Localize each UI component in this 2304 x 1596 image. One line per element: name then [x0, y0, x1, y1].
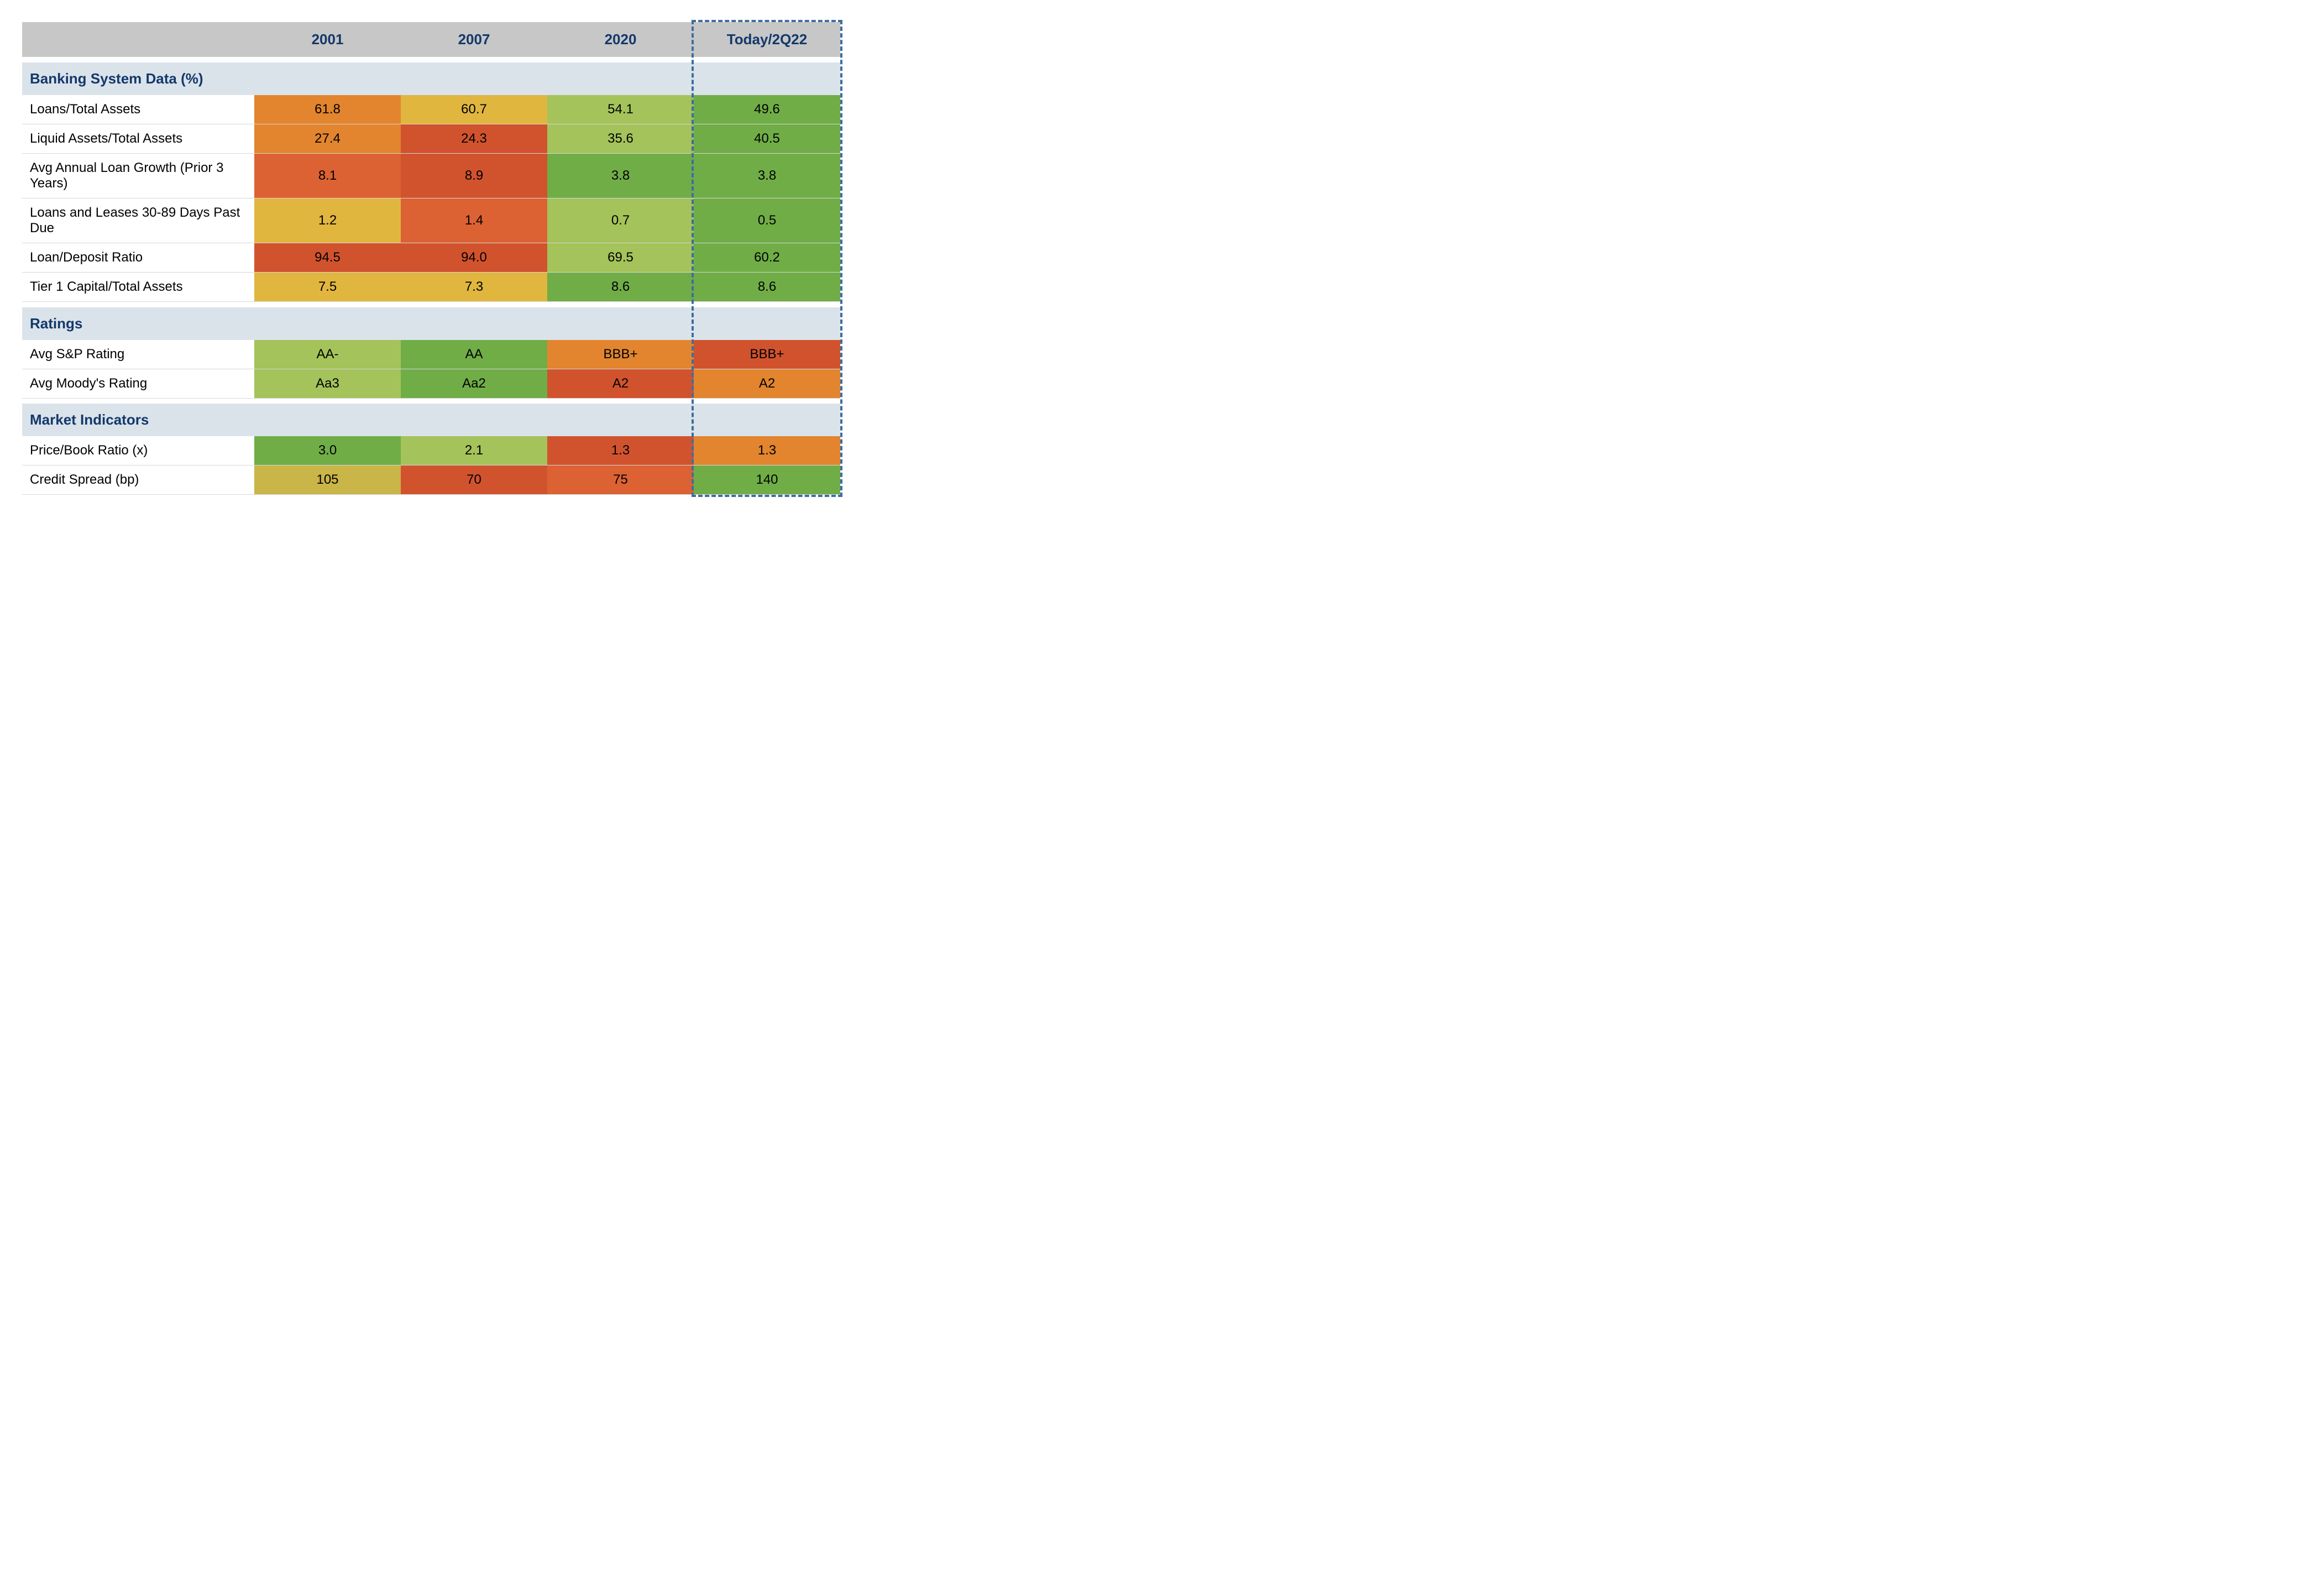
- section-gap: [22, 398, 840, 404]
- data-cell: A2: [694, 369, 840, 398]
- section-header-row: Ratings: [22, 307, 840, 340]
- table-row: Tier 1 Capital/Total Assets7.57.38.68.6: [22, 273, 840, 302]
- data-cell: 54.1: [547, 95, 694, 124]
- data-cell: BBB+: [694, 340, 840, 369]
- data-cell: 7.3: [401, 273, 547, 302]
- heatmap-table: 2001 2007 2020 Today/2Q22 Banking System…: [22, 22, 840, 495]
- section-title: Market Indicators: [22, 404, 840, 436]
- data-cell: 61.8: [254, 95, 401, 124]
- data-cell: 40.5: [694, 124, 840, 154]
- data-cell: 70: [401, 465, 547, 495]
- data-cell: 69.5: [547, 243, 694, 273]
- data-cell: 49.6: [694, 95, 840, 124]
- row-label: Loans and Leases 30-89 Days Past Due: [22, 198, 254, 243]
- row-label: Avg S&P Rating: [22, 340, 254, 369]
- data-cell: BBB+: [547, 340, 694, 369]
- table-row: Avg S&P RatingAA-AABBB+BBB+: [22, 340, 840, 369]
- data-cell: A2: [547, 369, 694, 398]
- data-cell: 27.4: [254, 124, 401, 154]
- table-row: Loans and Leases 30-89 Days Past Due1.21…: [22, 198, 840, 243]
- column-header: 2001: [254, 22, 401, 57]
- row-label: Avg Annual Loan Growth (Prior 3 Years): [22, 154, 254, 198]
- data-cell: AA: [401, 340, 547, 369]
- data-cell: 1.4: [401, 198, 547, 243]
- column-header-row: 2001 2007 2020 Today/2Q22: [22, 22, 840, 57]
- table-row: Loans/Total Assets61.860.754.149.6: [22, 95, 840, 124]
- table-row: Price/Book Ratio (x)3.02.11.31.3: [22, 436, 840, 465]
- row-label: Avg Moody's Rating: [22, 369, 254, 398]
- data-cell: 60.2: [694, 243, 840, 273]
- data-cell: 35.6: [547, 124, 694, 154]
- data-cell: 75: [547, 465, 694, 495]
- data-cell: 24.3: [401, 124, 547, 154]
- data-cell: 2.1: [401, 436, 547, 465]
- data-cell: Aa2: [401, 369, 547, 398]
- row-label: Credit Spread (bp): [22, 465, 254, 495]
- data-cell: 140: [694, 465, 840, 495]
- heatmap-table-container: 2001 2007 2020 Today/2Q22 Banking System…: [22, 22, 840, 495]
- data-cell: 8.6: [547, 273, 694, 302]
- row-label: Tier 1 Capital/Total Assets: [22, 273, 254, 302]
- row-label: Loan/Deposit Ratio: [22, 243, 254, 273]
- column-header: 2020: [547, 22, 694, 57]
- table-row: Loan/Deposit Ratio94.594.069.560.2: [22, 243, 840, 273]
- table-row: Avg Moody's RatingAa3Aa2A2A2: [22, 369, 840, 398]
- row-label: Loans/Total Assets: [22, 95, 254, 124]
- data-cell: 3.8: [547, 154, 694, 198]
- column-header: 2007: [401, 22, 547, 57]
- row-label: Liquid Assets/Total Assets: [22, 124, 254, 154]
- column-header: Today/2Q22: [694, 22, 840, 57]
- table-row: Liquid Assets/Total Assets27.424.335.640…: [22, 124, 840, 154]
- data-cell: 105: [254, 465, 401, 495]
- section-header-row: Market Indicators: [22, 404, 840, 436]
- data-cell: 94.5: [254, 243, 401, 273]
- data-cell: 60.7: [401, 95, 547, 124]
- section-gap: [22, 57, 840, 62]
- data-cell: 1.2: [254, 198, 401, 243]
- data-cell: AA-: [254, 340, 401, 369]
- table-row: Avg Annual Loan Growth (Prior 3 Years)8.…: [22, 154, 840, 198]
- section-header-row: Banking System Data (%): [22, 62, 840, 95]
- data-cell: 0.7: [547, 198, 694, 243]
- data-cell: 3.0: [254, 436, 401, 465]
- row-label: Price/Book Ratio (x): [22, 436, 254, 465]
- data-cell: Aa3: [254, 369, 401, 398]
- data-cell: 1.3: [547, 436, 694, 465]
- data-cell: 3.8: [694, 154, 840, 198]
- header-blank: [22, 22, 254, 57]
- section-title: Banking System Data (%): [22, 62, 840, 95]
- data-cell: 94.0: [401, 243, 547, 273]
- data-cell: 8.1: [254, 154, 401, 198]
- data-cell: 8.6: [694, 273, 840, 302]
- data-cell: 7.5: [254, 273, 401, 302]
- data-cell: 0.5: [694, 198, 840, 243]
- data-cell: 1.3: [694, 436, 840, 465]
- data-cell: 8.9: [401, 154, 547, 198]
- section-title: Ratings: [22, 307, 840, 340]
- section-gap: [22, 302, 840, 307]
- table-row: Credit Spread (bp)1057075140: [22, 465, 840, 495]
